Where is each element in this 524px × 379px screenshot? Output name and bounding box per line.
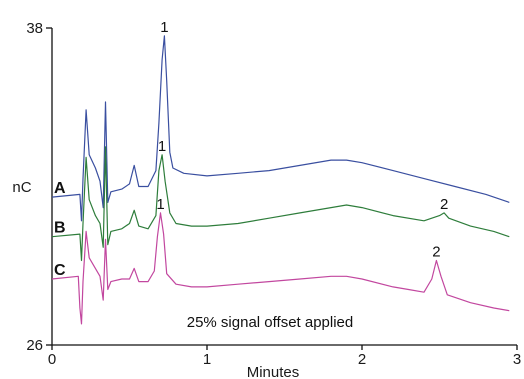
peak-label-a-1: 1	[160, 19, 168, 36]
trace-b-line	[51, 146, 510, 262]
trace-label-group: A B C	[54, 180, 66, 279]
peak-label-c-1: 1	[156, 196, 164, 213]
tick-group: 0 1 2 3 26 38	[26, 20, 521, 368]
peak-label-b-1: 1	[158, 138, 166, 155]
y-axis-title: nC	[12, 179, 31, 196]
x-tick-label: 1	[203, 351, 211, 368]
trace-c-label: C	[54, 262, 66, 279]
y-tick-label: 38	[26, 20, 43, 37]
x-tick-label: 0	[48, 351, 56, 368]
peak-label-c-2: 2	[432, 243, 440, 260]
trace-a-line	[51, 35, 510, 222]
peak-label-group: 1 1 2 1 2	[156, 19, 448, 261]
peak-label-b-2: 2	[440, 196, 448, 213]
y-tick-label: 26	[26, 337, 43, 354]
trace-b-label: B	[54, 220, 66, 237]
offset-annotation: 25% signal offset applied	[187, 314, 354, 331]
x-tick-label: 2	[358, 351, 366, 368]
plot-area: 0 1 2 3 26 38 1 1 2 1 2 A B C	[26, 19, 521, 368]
trace-group	[51, 35, 510, 325]
trace-c-line	[51, 212, 510, 325]
x-tick-label: 3	[513, 351, 521, 368]
trace-a-label: A	[54, 180, 66, 197]
x-axis-title: Minutes	[247, 364, 300, 379]
